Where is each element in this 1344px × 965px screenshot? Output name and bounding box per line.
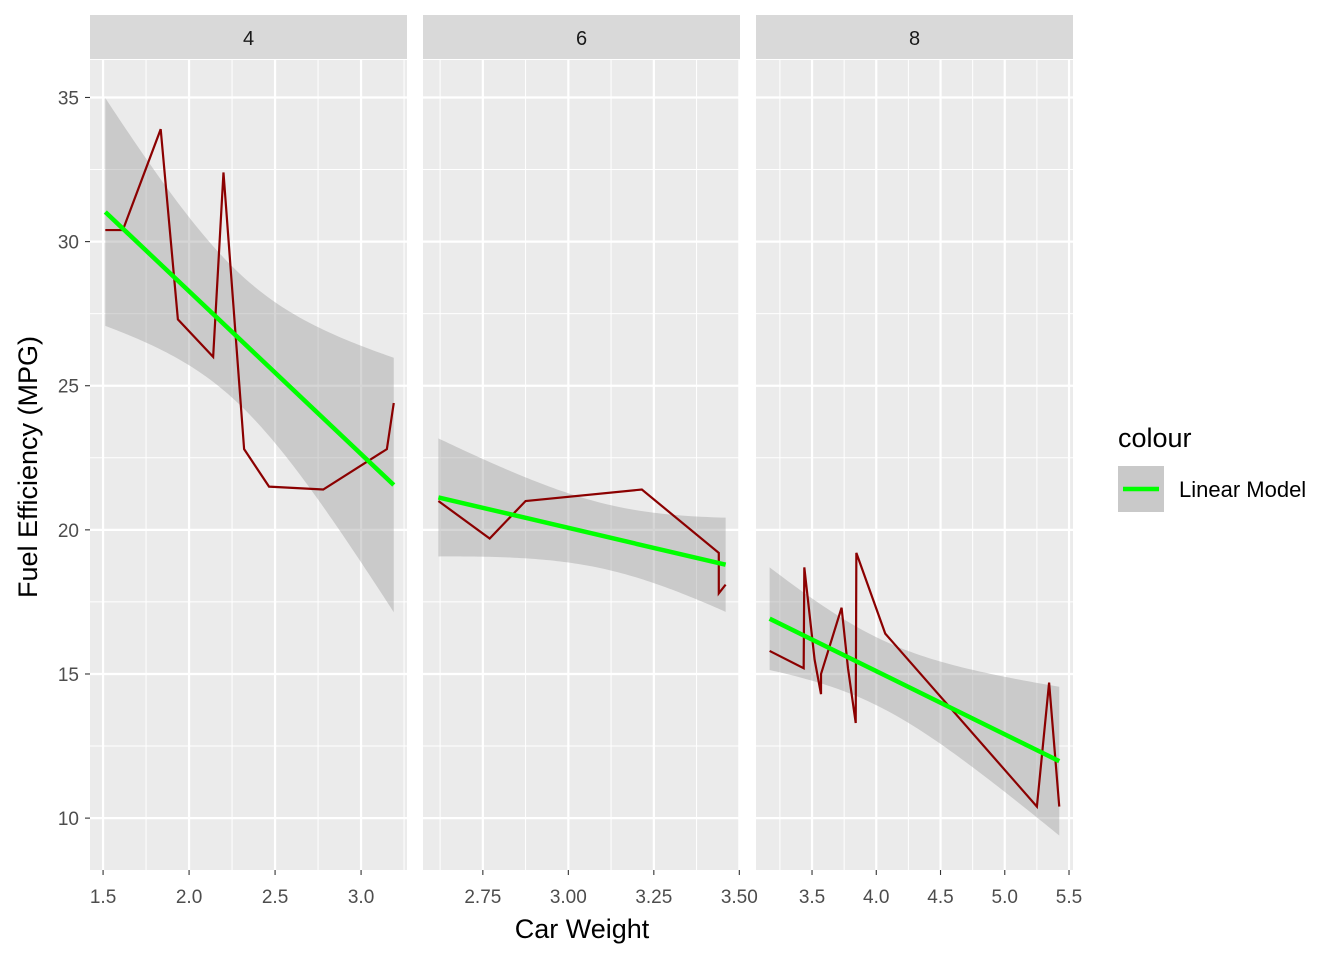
y-tick-label: 15	[58, 665, 79, 686]
confidence-band	[105, 98, 394, 613]
y-tick-label: 25	[58, 377, 79, 398]
facet-panel-4: 4 1.5 2.0 2.5 3.0	[90, 15, 407, 908]
y-tick-label: 10	[58, 809, 79, 830]
x-tick-label: 3.5	[799, 887, 825, 908]
x-tick-label: 2.0	[176, 887, 202, 908]
data-line	[105, 128, 395, 491]
panel-background	[756, 60, 1073, 870]
x-tick-label: 3.25	[635, 887, 672, 908]
facet-strip	[90, 15, 407, 59]
x-tick-label: 3.0	[348, 887, 374, 908]
x-tick-label: 2.5	[262, 887, 288, 908]
panel-background	[423, 60, 740, 870]
facet-strip	[423, 15, 740, 59]
facet-strip-label: 6	[576, 28, 587, 50]
facet-strip-label: 4	[243, 28, 254, 50]
legend-title: colour	[1118, 423, 1192, 453]
x-tick-label: 4.0	[863, 887, 889, 908]
data-line	[769, 552, 1061, 810]
x-tick-label: 4.5	[927, 887, 953, 908]
y-tick-label: 30	[58, 233, 79, 254]
facet-strip-label: 8	[909, 28, 920, 50]
x-tick-label: 5.5	[1056, 887, 1082, 908]
legend-label: Linear Model	[1179, 477, 1306, 502]
linear-model-line	[103, 210, 396, 487]
data-line	[437, 488, 727, 597]
linear-model-line	[437, 495, 727, 567]
facet-panel-6: 6 2.75 3.00 3.25 3.50	[423, 15, 758, 908]
y-axis: 10 15 20 25 30 35	[58, 88, 90, 830]
x-tick-label: 3.00	[550, 887, 587, 908]
panel-background	[90, 60, 407, 870]
facet-panels: 4 1.5 2.0 2.5 3.0 6 2.75 3.00 3.25 3.50 8 3.5 4.0 4.5…	[90, 15, 1082, 908]
y-tick-label: 20	[58, 521, 79, 542]
x-tick-label: 5.0	[992, 887, 1018, 908]
x-tick-label: 2.75	[464, 887, 501, 908]
y-axis-title: Fuel Efficiency (MPG)	[13, 336, 43, 598]
x-tick-label: 1.5	[90, 887, 116, 908]
confidence-band	[769, 567, 1060, 836]
linear-model-line	[768, 616, 1061, 764]
legend: colour Linear Model	[1118, 423, 1306, 512]
facet-panel-8: 8 3.5 4.0 4.5 5.0 5.5	[756, 15, 1082, 908]
x-tick-label: 3.50	[721, 887, 758, 908]
facet-strip	[756, 15, 1073, 59]
x-axis-title: Car Weight	[515, 914, 650, 944]
confidence-band	[438, 438, 726, 612]
y-tick-label: 35	[58, 88, 79, 109]
